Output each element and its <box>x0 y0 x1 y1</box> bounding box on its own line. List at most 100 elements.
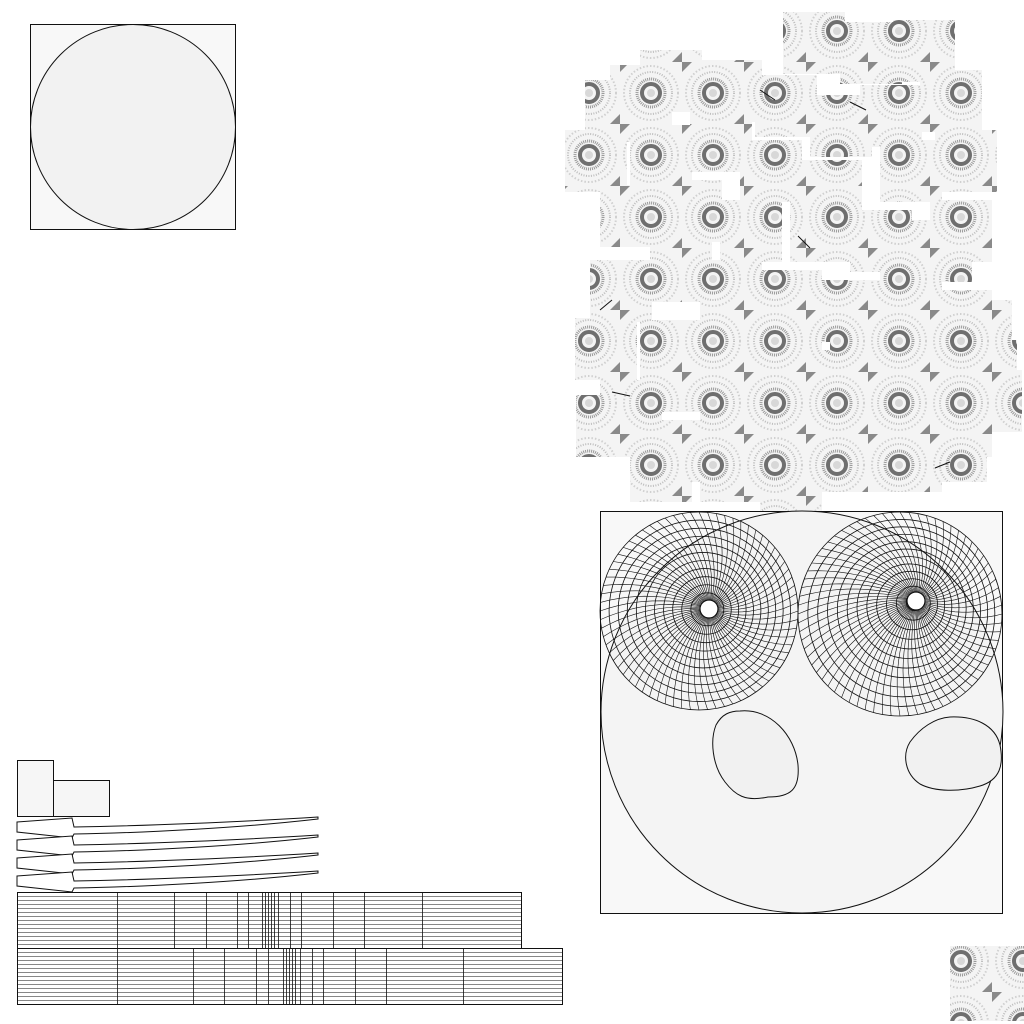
mesh-spoke <box>919 518 938 597</box>
mesh-spoke <box>921 548 979 600</box>
mesh-spoke <box>848 525 916 596</box>
mesh-spoke <box>617 610 704 668</box>
mesh-spoke <box>656 612 706 701</box>
mesh-spoke <box>708 614 734 705</box>
mesh-spoke <box>681 513 711 604</box>
mesh-spoke <box>710 614 763 688</box>
mesh-spoke <box>641 612 705 693</box>
mesh-spoke <box>601 590 704 607</box>
texture-island <box>576 395 638 457</box>
mesh-spoke <box>917 606 966 693</box>
mesh-spoke <box>710 614 756 693</box>
mesh-spoke <box>711 614 775 675</box>
radial-panel-big-circle <box>600 510 1004 914</box>
radial-mesh-panel <box>599 510 1004 914</box>
mesh-spoke <box>606 576 705 606</box>
mesh-spoke <box>918 606 979 680</box>
mesh-spoke <box>709 614 749 697</box>
mesh-spoke <box>920 525 952 598</box>
mesh-ring <box>807 519 996 707</box>
mesh-spoke <box>917 513 927 596</box>
mesh-spoke <box>664 613 706 705</box>
mesh-spoke <box>711 513 723 604</box>
mesh-spoke <box>712 612 789 654</box>
inscribed-circle <box>30 24 236 230</box>
mesh-spoke <box>841 530 915 596</box>
mesh-spoke <box>807 601 911 658</box>
mesh-spoke <box>712 521 742 605</box>
texture-island <box>660 180 722 242</box>
mesh-ring <box>663 568 747 652</box>
mesh-spoke <box>673 515 710 604</box>
small-box-tall <box>17 760 54 817</box>
mesh-spoke <box>699 614 708 710</box>
texture-island <box>760 450 822 512</box>
texture-island <box>790 200 852 262</box>
mesh-spoke <box>807 570 912 598</box>
mesh-spoke <box>714 568 789 609</box>
mesh-spoke <box>628 540 707 604</box>
mesh-spoke <box>882 513 918 596</box>
mesh-spoke <box>713 612 795 638</box>
mesh-spoke <box>714 554 781 608</box>
mesh-spoke <box>921 587 999 605</box>
mesh-spoke <box>714 611 797 631</box>
mesh-spoke <box>918 606 973 687</box>
mesh-spoke <box>642 529 708 604</box>
mesh-spoke <box>921 555 984 600</box>
texture-tile-corner <box>950 946 1024 1021</box>
mesh-spoke <box>919 515 932 597</box>
mesh-spoke <box>673 613 706 707</box>
mesh-spoke <box>921 602 1003 619</box>
mesh-hole <box>906 591 926 611</box>
mesh-spoke <box>713 529 757 606</box>
strip-meshes-panel <box>16 760 563 1005</box>
mesh-spoke <box>623 547 707 604</box>
mesh-spoke <box>698 511 715 604</box>
mesh-spoke <box>617 553 706 605</box>
texture-island <box>600 185 662 247</box>
mesh-ring <box>866 563 953 650</box>
mesh-spoke <box>921 541 973 599</box>
mesh-spoke <box>714 593 797 613</box>
texture-island <box>700 440 762 502</box>
mesh-hole <box>699 599 719 619</box>
mesh-spoke <box>613 609 704 661</box>
texture-island <box>660 350 722 412</box>
mesh-spoke <box>881 606 914 715</box>
mesh-spoke <box>712 613 785 661</box>
mesh-ring <box>836 541 974 679</box>
mesh-spoke <box>921 535 966 599</box>
mesh-spoke <box>649 525 709 604</box>
mesh-spoke <box>919 605 993 658</box>
mesh-spoke <box>922 570 993 601</box>
tapered-strips <box>16 816 319 893</box>
mesh-spoke <box>873 515 917 596</box>
mesh-spoke <box>921 578 996 603</box>
mesh-spoke <box>712 613 781 669</box>
texture-island <box>783 12 845 74</box>
mesh-spoke <box>601 606 704 629</box>
mesh-spoke <box>921 562 989 601</box>
mesh-spoke <box>605 608 704 646</box>
mesh-spoke <box>622 610 704 675</box>
mesh-spoke <box>797 596 911 615</box>
mesh-spoke <box>916 606 952 703</box>
mesh-spoke <box>709 614 742 701</box>
mesh-ring <box>645 552 762 669</box>
mesh-spoke <box>864 517 917 596</box>
radial-mesh-right <box>797 511 1003 717</box>
mesh-spoke <box>681 614 707 709</box>
texture-island <box>630 125 692 187</box>
mesh-spoke <box>712 517 735 605</box>
mesh-spoke <box>899 511 921 596</box>
mesh-spoke <box>856 604 913 707</box>
mesh-spoke <box>920 604 996 650</box>
mesh-spoke <box>703 614 717 709</box>
mesh-spoke <box>714 576 793 610</box>
mesh-spoke <box>804 577 912 598</box>
seam-line <box>934 461 951 469</box>
mesh-spoke <box>714 540 770 607</box>
mesh-spoke <box>713 612 793 646</box>
